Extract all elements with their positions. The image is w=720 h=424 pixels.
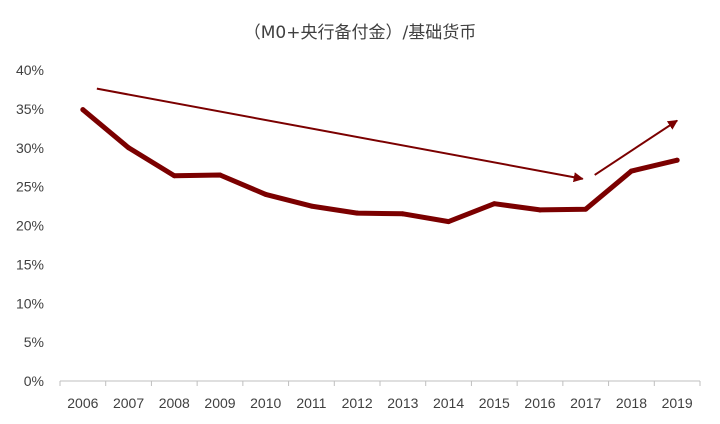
chart-title: （M0+央行备付金）/基础货币 — [243, 23, 477, 43]
data-point — [80, 107, 86, 113]
x-tick-label: 2010 — [250, 395, 281, 411]
trend-arrow — [96, 87, 584, 183]
x-tick-label: 2011 — [296, 395, 326, 411]
y-tick-label: 5% — [24, 334, 44, 350]
x-tick-label: 2013 — [387, 395, 418, 411]
series-line — [80, 107, 680, 225]
y-tick-label: 25% — [16, 179, 44, 195]
x-tick-label: 2006 — [67, 395, 98, 411]
x-tick-label: 2019 — [662, 395, 693, 411]
x-tick-label: 2018 — [616, 395, 647, 411]
data-point — [446, 219, 452, 225]
y-tick-label: 30% — [16, 140, 44, 156]
data-point — [354, 210, 360, 216]
y-tick-label: 10% — [16, 295, 44, 311]
data-point — [308, 203, 314, 209]
x-tick-label: 2009 — [204, 395, 235, 411]
data-point — [171, 173, 177, 179]
y-tick-label: 40% — [16, 62, 44, 78]
data-point — [400, 211, 406, 217]
x-tick-label: 2012 — [342, 395, 373, 411]
data-point — [217, 172, 223, 178]
trend-arrow — [594, 119, 678, 176]
y-tick-label: 0% — [24, 373, 44, 389]
data-point — [628, 168, 634, 174]
x-tick-label: 2015 — [479, 395, 510, 411]
x-tick-label: 2007 — [113, 395, 144, 411]
data-point — [126, 145, 132, 151]
y-tick-label: 15% — [16, 256, 44, 272]
x-tick-label: 2014 — [433, 395, 464, 411]
data-point — [263, 191, 269, 197]
x-tick-label: 2017 — [570, 395, 601, 411]
data-point — [583, 206, 589, 212]
data-point — [537, 207, 543, 213]
data-point — [674, 157, 680, 163]
x-tick-label: 2016 — [524, 395, 555, 411]
y-tick-label: 35% — [16, 101, 44, 117]
x-tick-label: 2008 — [159, 395, 190, 411]
y-tick-label: 20% — [16, 218, 44, 234]
data-point — [491, 201, 497, 207]
